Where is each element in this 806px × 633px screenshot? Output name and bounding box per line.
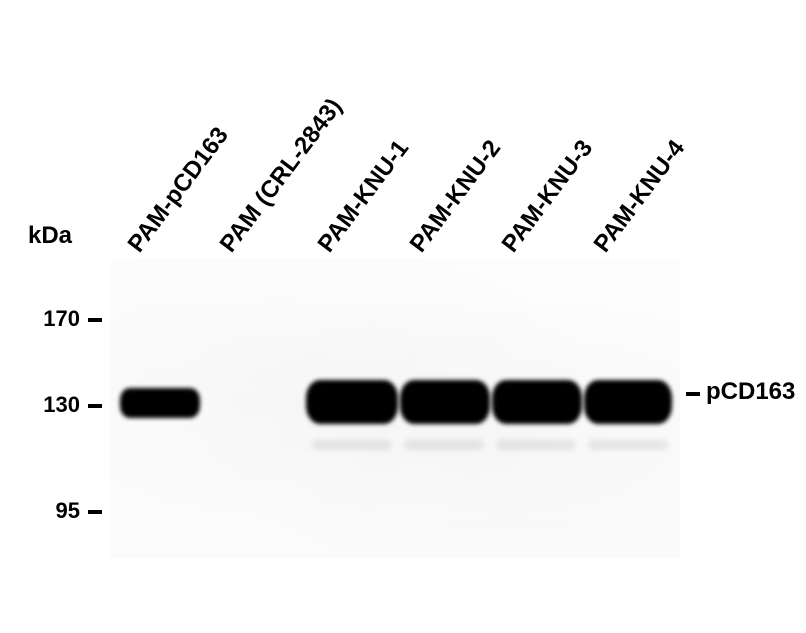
faint-band-lane5 — [496, 440, 576, 450]
band-lane6 — [584, 380, 672, 424]
lane-label-5: PAM-KNU-3 — [497, 135, 599, 258]
band-lane4 — [400, 380, 490, 424]
mw-tick-170 — [88, 318, 102, 322]
lane-label-3: PAM-KNU-1 — [313, 135, 415, 258]
mw-marker-170: 170 — [30, 306, 80, 332]
mw-tick-130 — [88, 404, 102, 408]
faint-band-lane4 — [404, 440, 484, 450]
band-lane3 — [306, 380, 398, 424]
faint-band-lane6 — [588, 440, 668, 450]
unit-label: kDa — [28, 222, 72, 250]
mw-tick-95 — [88, 510, 102, 514]
mw-marker-95: 95 — [30, 498, 80, 524]
faint-band-lane3 — [312, 440, 392, 450]
protein-tick — [686, 392, 700, 396]
band-lane1 — [120, 388, 200, 418]
lane-label-6: PAM-KNU-4 — [589, 135, 691, 258]
figure-container: kDa PAM-pCD163 PAM (CRL-2843) PAM-KNU-1 … — [0, 0, 806, 633]
mw-marker-130: 130 — [30, 392, 80, 418]
protein-label: pCD163 — [706, 378, 795, 406]
lane-label-4: PAM-KNU-2 — [405, 135, 507, 258]
band-lane5 — [492, 380, 582, 424]
